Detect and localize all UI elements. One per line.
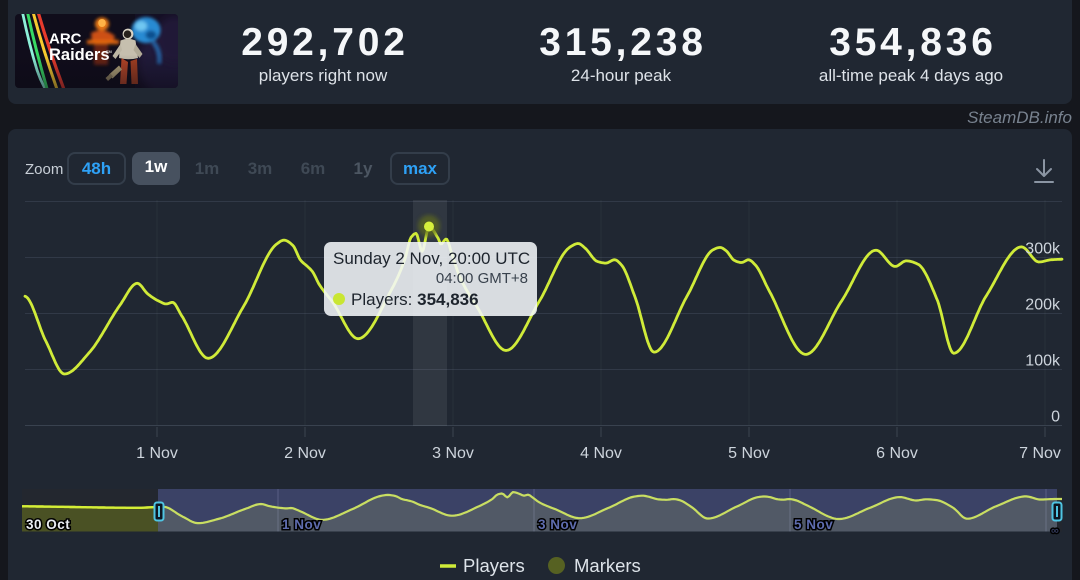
svg-text:30 Oct: 30 Oct — [26, 517, 70, 532]
svg-text:∞: ∞ — [1051, 525, 1059, 537]
svg-text:7 Nov: 7 Nov — [1019, 445, 1061, 462]
svg-text:TM: TM — [106, 49, 112, 54]
svg-text:Raiders: Raiders — [49, 46, 110, 64]
svg-text:200k: 200k — [1025, 297, 1061, 314]
svg-text:100k: 100k — [1025, 353, 1061, 370]
svg-text:1 Nov: 1 Nov — [282, 517, 321, 532]
svg-text:4 Nov: 4 Nov — [580, 445, 622, 462]
svg-text:Markers: Markers — [574, 555, 641, 576]
svg-text:2 Nov: 2 Nov — [284, 445, 326, 462]
svg-text:5 Nov: 5 Nov — [794, 517, 833, 532]
svg-text:300k: 300k — [1025, 241, 1061, 258]
svg-text:6 Nov: 6 Nov — [876, 445, 918, 462]
svg-text:0: 0 — [1051, 409, 1060, 426]
svg-text:1 Nov: 1 Nov — [136, 445, 178, 462]
svg-text:3 Nov: 3 Nov — [432, 445, 474, 462]
svg-text:5 Nov: 5 Nov — [728, 445, 770, 462]
svg-text:Players: Players — [463, 555, 525, 576]
svg-text:ARC: ARC — [49, 31, 82, 48]
svg-text:3 Nov: 3 Nov — [538, 517, 577, 532]
